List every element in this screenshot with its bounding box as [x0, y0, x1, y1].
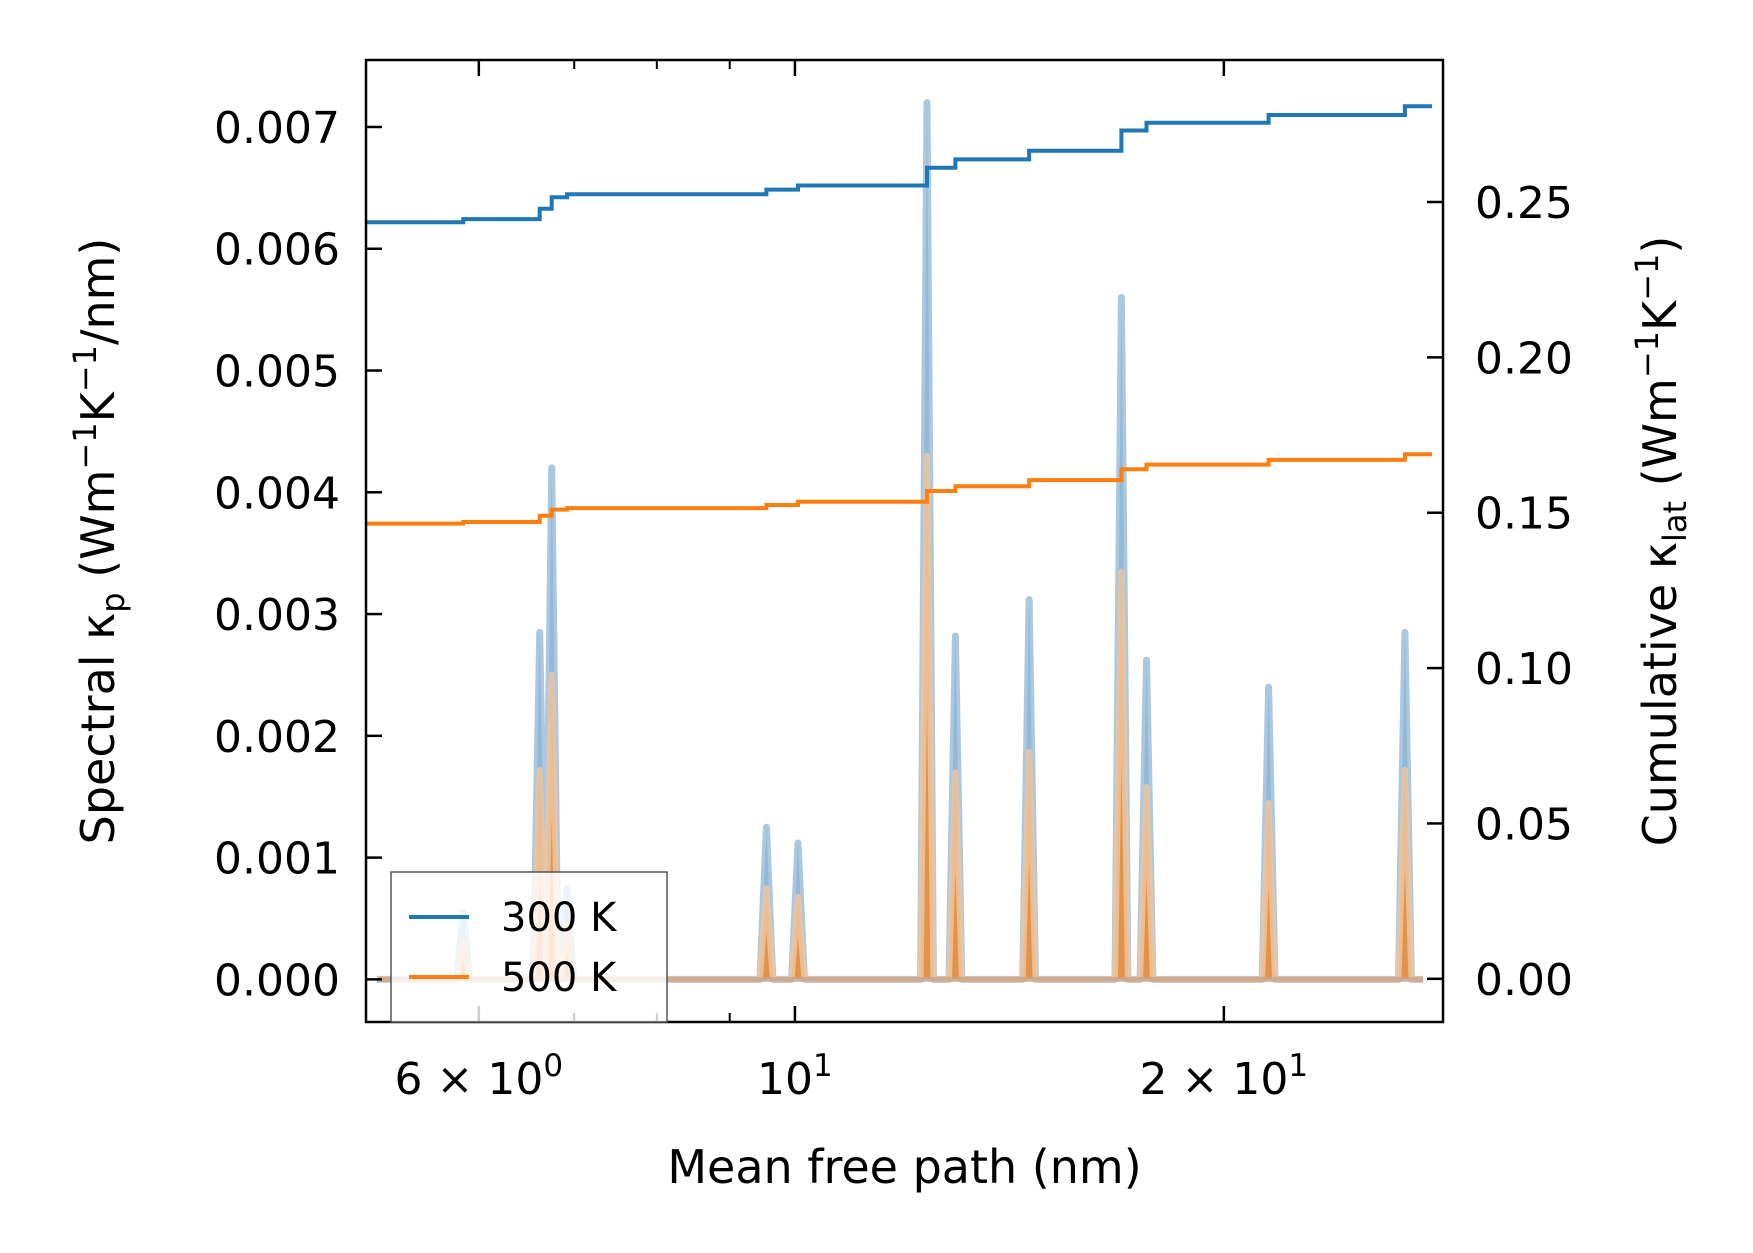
right-y-tick-label: 0.00 [1475, 955, 1573, 1006]
right-y-axis-title: Cumulative κlat (Wm−1K−1) [1628, 236, 1694, 847]
left-y-tick-label: 0.003 [214, 590, 340, 641]
right-y-tick-label: 0.10 [1475, 644, 1573, 695]
left-y-tick-label: 0.002 [214, 712, 340, 763]
left-y-axis-title: Spectral κp (Wm−1K−1/nm) [66, 238, 132, 845]
left-y-tick-label: 0.001 [214, 834, 340, 885]
legend-label: 500 K [501, 955, 618, 1001]
right-y-tick-label: 0.15 [1475, 489, 1573, 540]
cumulative-line-300k [366, 104, 1432, 225]
x-tick-label: 2 × 101 [1140, 1048, 1309, 1105]
right-y-tick-label: 0.25 [1475, 178, 1573, 229]
left-y-tick-label: 0.004 [214, 468, 340, 519]
right-y-tick-label: 0.20 [1475, 333, 1573, 384]
cumulative-line-500k [366, 452, 1432, 526]
x-tick-label: 101 [757, 1048, 833, 1105]
legend-label: 300 K [501, 895, 618, 941]
left-y-tick-label: 0.005 [214, 347, 340, 398]
left-y-tick-label: 0.000 [214, 955, 340, 1006]
x-tick-label: 6 × 100 [395, 1048, 564, 1105]
left-y-tick-label: 0.007 [214, 103, 340, 154]
cumulative-layer [366, 104, 1432, 526]
legend-box [390, 871, 668, 1023]
axes-layer: 0.000 0.001 0.002 0.003 0.004 0.005 0.006 0.007… [66, 58, 1694, 1194]
legend: 300 K 500 K [390, 871, 668, 1023]
plot-frame [364, 58, 1445, 1024]
left-y-tick-label: 0.006 [214, 225, 340, 276]
x-axis-title: Mean free path (nm) [667, 1140, 1141, 1194]
right-y-tick-label: 0.05 [1475, 799, 1573, 850]
